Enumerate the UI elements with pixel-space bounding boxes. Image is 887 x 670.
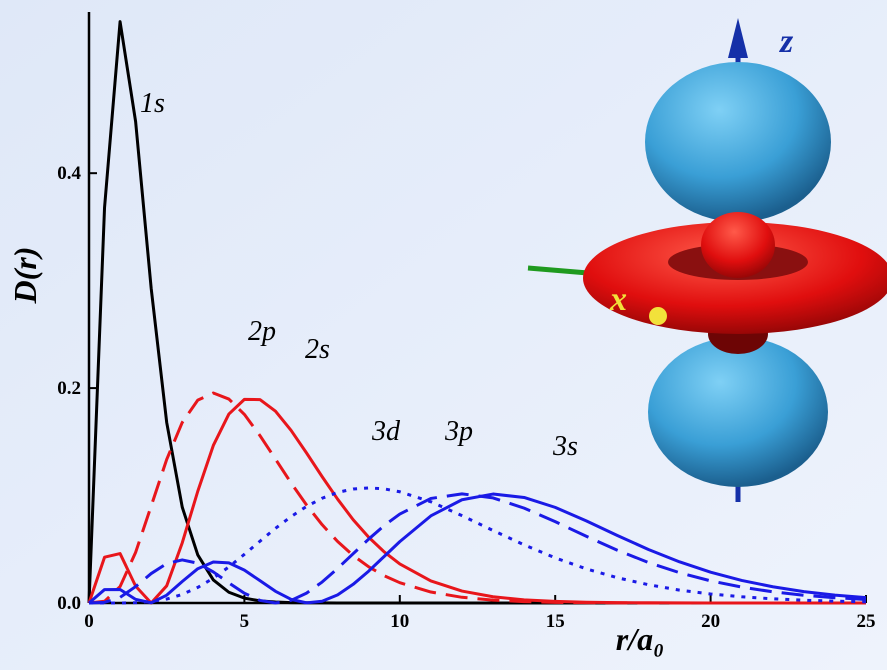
upper-lobe (645, 62, 831, 222)
y-tick-label: 0.2 (57, 378, 81, 399)
chart: z x D(r) r/a₀ 0.0 0.2 0.4 0 5 10 15 20 25 1s 2p 2s 3… (0, 0, 887, 670)
x-axis-title: r/a₀ (616, 621, 665, 657)
page: {"chart_data": { "type": "line", "x_labe… (0, 0, 887, 670)
series-label: 3s (552, 431, 578, 462)
series-label: 3p (444, 416, 473, 447)
inset-axis-label: z (779, 23, 794, 60)
upper-core (701, 212, 775, 278)
series-label: 2s (305, 334, 330, 365)
series-label: 3d (371, 416, 401, 447)
x-tick-label: 0 (84, 611, 94, 632)
y-tick-label: 0.4 (57, 163, 81, 184)
y-axis-title: D(r) (7, 247, 43, 305)
series-label: 1s (140, 88, 165, 119)
x-tick-label: 10 (390, 611, 409, 632)
x-tick-label: 15 (546, 611, 565, 632)
series-label: 2p (248, 316, 276, 347)
lower-lobe (648, 337, 828, 487)
x-arrowhead (649, 307, 667, 325)
inset-axis-label: x (609, 281, 627, 318)
x-tick-label: 5 (240, 611, 250, 632)
x-tick-label: 20 (701, 611, 720, 632)
x-tick-label: 25 (857, 611, 876, 632)
y-tick-label: 0.0 (57, 593, 81, 614)
